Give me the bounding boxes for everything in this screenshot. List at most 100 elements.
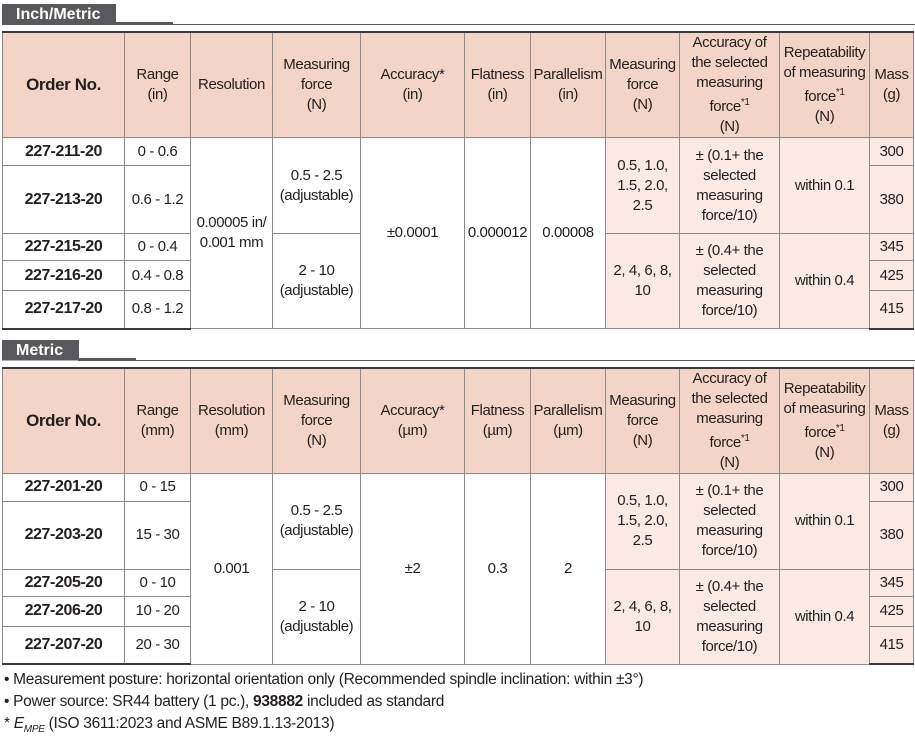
note-text: 938882 [253, 693, 303, 710]
header-unit: (N) [306, 431, 327, 449]
header-unit: (g) [882, 421, 901, 439]
header-unit: (in) [402, 86, 423, 103]
note: * EMPE (ISO 3611:2023 and ASME B89.1.13-… [4, 713, 915, 740]
data-row: 227-207-20 20 - 30 415 [2, 625, 914, 665]
selected-accuracy: ± (0.1+ the selected measuring force/10) [679, 472, 780, 570]
header-text: Measuring force [609, 56, 676, 93]
header-unit: (N) [632, 96, 653, 113]
note-text: • Measurement posture: horizontal orient… [4, 671, 644, 688]
mass: 300 [869, 137, 914, 166]
column-header: Resolution [190, 31, 273, 138]
resolution: 0.00005 in/ 0.001 mm [190, 137, 273, 329]
column-header: Accuracy* (µm) [360, 366, 465, 474]
data-row: 227-213-20 0.6 - 1.2 380 [2, 165, 914, 234]
section-tab: Metric [2, 339, 80, 361]
column-header: Range (in) [124, 31, 191, 138]
order-number: 227-213-20 [2, 165, 125, 234]
mass: 300 [869, 472, 914, 502]
note-text: • Power source: SR44 battery (1 pc.), [4, 693, 254, 710]
column-header: Accuracy* (in) [360, 31, 465, 138]
data-row: 227-217-20 0.8 - 1.2 415 [2, 290, 914, 330]
range: 10 - 20 [124, 595, 191, 627]
header-text: Order No. [26, 410, 101, 430]
header-text: Accuracy of the selected measuring force [691, 369, 768, 451]
data-row: 227-211-20 0 - 0.6 0.00005 in/ 0.001 mm 0.5… [2, 137, 914, 329]
flatness: 0.000012 [464, 137, 531, 329]
column-header: Range (mm) [124, 366, 191, 474]
table-head: Order No. Range (in) Resolution Measuring fo… [2, 31, 914, 138]
header-text: Accuracy* [380, 66, 445, 83]
header-row: Order No. Range (in) Resolution Measuring fo… [2, 31, 914, 138]
header-text: Accuracy of the selected measuring force [691, 34, 768, 115]
order-number: 227-203-20 [2, 500, 125, 570]
data-row: 227-203-20 15 - 30 380 [2, 500, 914, 570]
header-unit: (in) [487, 86, 508, 103]
header-unit: (N) [719, 453, 740, 471]
header-footnote: *1 [740, 97, 750, 108]
data-row: 227-215-20 0 - 0.4 2 - 10 (adjustable) 2, 4… [2, 233, 914, 329]
measuring-force: 2 - 10 (adjustable) [272, 233, 361, 329]
data-row: 227-205-20 0 - 10 2 - 10 (adjustable) 2, 4,… [2, 568, 914, 665]
header-text: Mass [874, 66, 909, 83]
table-head: Order No. Range (mm) Resolution (mm) Measurin… [2, 366, 914, 474]
force-options: 0.5, 1.0, 1.5, 2.0, 2.5 [605, 137, 680, 234]
column-header: Measuring force (N) [272, 366, 361, 474]
header-unit: (µm) [397, 421, 428, 439]
measuring-force: 2 - 10 (adjustable) [272, 568, 361, 665]
note-text: (ISO 3611:2023 and ASME B89.1.13-2013) [44, 715, 335, 732]
header-unit: (mm) [140, 421, 175, 439]
note-text: MPE [23, 724, 45, 736]
parallelism: 2 [530, 472, 606, 665]
range: 0.8 - 1.2 [124, 290, 191, 330]
spec-page: Inch/Metric Order No. Range (in) Resolution M… [0, 4, 915, 740]
repeatability: within 0.4 [779, 568, 870, 665]
note: • Measurement posture: horizontal orient… [4, 669, 915, 691]
column-header: Order No. [2, 366, 125, 474]
header-unit: (N) [306, 96, 327, 113]
selected-accuracy: ± (0.4+ the selected measuring force/10) [679, 233, 780, 329]
header-text: Range [136, 66, 179, 83]
mass: 380 [869, 165, 914, 234]
header-text: Measuring force [609, 391, 676, 429]
column-header: Parallelism (µm) [530, 366, 606, 474]
mass: 425 [869, 260, 914, 291]
accuracy: ±2 [360, 472, 465, 665]
header-text: Measuring force [283, 56, 350, 93]
note-text: E [13, 715, 24, 732]
force-options: 2, 4, 6, 8, 10 [605, 233, 680, 329]
column-header: Parallelism (in) [530, 31, 606, 138]
range: 0 - 0.4 [124, 233, 191, 261]
column-header: Accuracy of the selected measuring force… [679, 366, 780, 474]
spec-table: Order No. Range (mm) Resolution (mm) Measurin… [2, 366, 914, 665]
range: 0 - 15 [124, 472, 191, 502]
column-header: Resolution (mm) [190, 366, 273, 474]
table-body: 227-211-20 0 - 0.6 0.00005 in/ 0.001 mm 0.5… [2, 137, 914, 330]
header-text: Repeatability of measuring force [783, 379, 866, 441]
section-title: Metric [2, 339, 915, 361]
flatness: 0.3 [464, 472, 531, 665]
range: 15 - 30 [124, 500, 191, 570]
repeatability: within 0.1 [779, 137, 870, 234]
column-header: Flatness (in) [464, 31, 531, 138]
header-text: Parallelism [533, 401, 603, 419]
header-text: Accuracy* [380, 401, 445, 419]
header-text: Mass [874, 401, 909, 419]
header-unit: (g) [882, 86, 901, 103]
range: 0 - 0.6 [124, 137, 191, 166]
header-unit: (µm) [553, 421, 583, 439]
measuring-force: 0.5 - 2.5 (adjustable) [272, 472, 361, 570]
force-options: 0.5, 1.0, 1.5, 2.0, 2.5 [605, 472, 680, 570]
section-rule [78, 357, 137, 361]
order-number: 227-211-20 [2, 137, 125, 166]
section-line [173, 10, 915, 25]
table-body: 227-201-20 0 - 15 0.001 0.5 - 2.5 (adjustab… [2, 472, 914, 665]
section-title: Inch/Metric [2, 4, 915, 25]
header-footnote: *1 [740, 432, 750, 444]
header-text: Flatness [470, 66, 525, 83]
data-row: 227-201-20 0 - 15 0.001 0.5 - 2.5 (adjustab… [2, 472, 914, 665]
header-row: Order No. Range (mm) Resolution (mm) Measurin… [2, 366, 914, 474]
repeatability: within 0.4 [779, 233, 870, 329]
order-number: 227-206-20 [2, 595, 125, 627]
note-text: * [4, 715, 14, 732]
header-text: Repeatability of measuring force [783, 44, 866, 105]
